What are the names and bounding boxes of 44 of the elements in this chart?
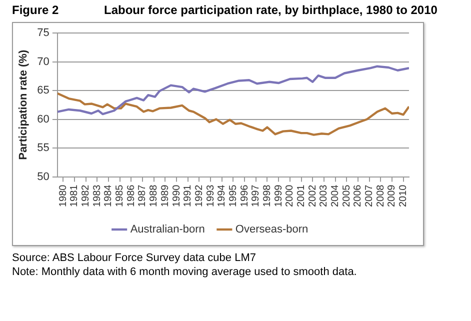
source-note: Source: ABS Labour Force Survey data cube LM7 <box>12 251 257 265</box>
y-tick-label: 70 <box>37 56 50 68</box>
x-tick-label: 1982 <box>80 184 92 208</box>
legend-label: Overseas-born <box>235 224 308 236</box>
x-tick-label: 1986 <box>126 184 137 208</box>
x-tick-label: 1995 <box>228 184 239 208</box>
x-tick-label: 2006 <box>352 184 364 208</box>
x-tick-label: 2004 <box>330 184 342 208</box>
x-tick-label: 1996 <box>239 184 250 208</box>
x-tick-label: 1990 <box>171 184 182 208</box>
x-tick-label: 1993 <box>205 184 216 208</box>
text: Note: Monthly data with 6 month moving average used to smooth data. <box>12 265 357 279</box>
x-tick-label: 1984 <box>103 184 114 208</box>
x-tick-label: 2005 <box>341 184 352 208</box>
x-tick-label: 2009 <box>386 184 398 208</box>
x-tick-label: 1994 <box>216 184 228 208</box>
legend-label: Australian-born <box>130 224 205 236</box>
chart-title: Labour force participation rate, by birthplace, 1980 to 2010 <box>104 3 438 17</box>
y-tick-label: 50 <box>37 170 50 183</box>
x-tick-label: 1985 <box>114 184 126 208</box>
y-tick-label: 55 <box>37 142 50 154</box>
x-tick-label: 2003 <box>318 184 330 208</box>
x-tick-label: 2001 <box>296 184 308 208</box>
y-tick-label: 60 <box>37 113 50 126</box>
x-tick-label: 2002 <box>307 184 318 208</box>
x-tick-label: 1998 <box>262 184 273 208</box>
x-tick-label: 2008 <box>375 184 386 208</box>
x-tick-label: 1997 <box>250 184 262 208</box>
x-tick-label: 1981 <box>69 184 80 208</box>
x-tick-label: 1992 <box>194 184 205 208</box>
x-tick-label: 1989 <box>160 184 171 208</box>
x-tick-label: 2000 <box>284 184 296 208</box>
caption: Figure 2 <box>12 3 60 17</box>
x-tick-label: 1980 <box>58 184 69 208</box>
y-tick-label: 65 <box>37 84 50 97</box>
y-tick-label: 75 <box>37 27 50 40</box>
x-tick-label: 1987 <box>137 184 148 208</box>
y-axis-title: Participation rate (%) <box>18 50 30 160</box>
x-tick-label: 2007 <box>364 184 376 208</box>
x-tick-label: 1999 <box>273 184 284 208</box>
x-tick-label: 1983 <box>92 184 103 208</box>
x-tick-label: 1988 <box>148 184 160 208</box>
x-tick-label: 1991 <box>182 184 194 208</box>
x-tick-label: 2010 <box>398 184 410 208</box>
